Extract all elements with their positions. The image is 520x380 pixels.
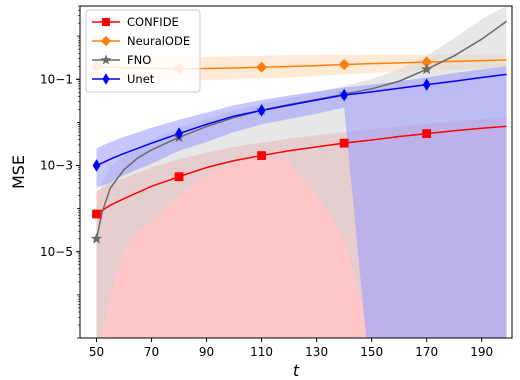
neuralode-marker	[338, 58, 350, 71]
neuralode-marker	[256, 61, 268, 73]
x-tick-label: 50	[89, 345, 104, 359]
x-tick-label: 90	[199, 345, 214, 359]
legend-marker	[102, 73, 110, 85]
x-tick-label: 70	[144, 345, 159, 359]
fno-marker	[421, 63, 433, 75]
y-axis-title: MSE	[9, 155, 28, 189]
legend: CONFIDE NeuralODE FNO Unet	[85, 9, 201, 93]
legend-entry-neuralode: NeuralODE	[92, 34, 190, 48]
legend-entry-unet: Unet	[92, 72, 155, 86]
x-axis-ticks: 50 70 90 110 130 150 170 190	[89, 338, 493, 359]
confide-marker	[339, 138, 349, 148]
legend-marker	[102, 17, 111, 26]
legend-entry-confide: CONFIDE	[92, 15, 179, 29]
legend-marker	[100, 54, 112, 65]
unet-marker	[422, 78, 431, 91]
y-axis-ticks: 10−5 10−3 10−1	[40, 5, 80, 339]
unet-line	[96, 73, 507, 167]
unet-marker	[257, 104, 266, 117]
x-tick-label: 190	[470, 345, 493, 359]
unet-band	[96, 66, 507, 338]
confide-marker	[174, 172, 184, 182]
legend-label: FNO	[127, 53, 151, 67]
y-tick-label: 10−3	[40, 159, 73, 173]
y-tick-label: 10−1	[40, 72, 73, 86]
x-axis-title: t	[293, 361, 300, 380]
confidence-bands	[96, 6, 507, 338]
x-tick-label: 170	[415, 345, 438, 359]
legend-label: NeuralODE	[127, 34, 190, 48]
fno-marker	[90, 232, 103, 244]
confide-marker	[422, 129, 432, 138]
unet-marker	[340, 88, 349, 102]
confide-marker	[92, 209, 101, 219]
x-tick-label: 150	[360, 345, 383, 359]
legend-marker	[100, 35, 112, 47]
legend-label: Unet	[127, 72, 155, 86]
unet-marker	[92, 159, 101, 172]
x-tick-label: 130	[305, 345, 328, 359]
legend-label: CONFIDE	[127, 15, 179, 29]
legend-entry-fno: FNO	[92, 53, 151, 67]
confide-marker	[257, 151, 267, 160]
x-tick-label: 110	[250, 345, 273, 359]
y-tick-label: 10−5	[40, 245, 73, 259]
legend-box	[85, 9, 201, 93]
confide-line	[96, 125, 507, 215]
unet-marker	[175, 127, 183, 140]
